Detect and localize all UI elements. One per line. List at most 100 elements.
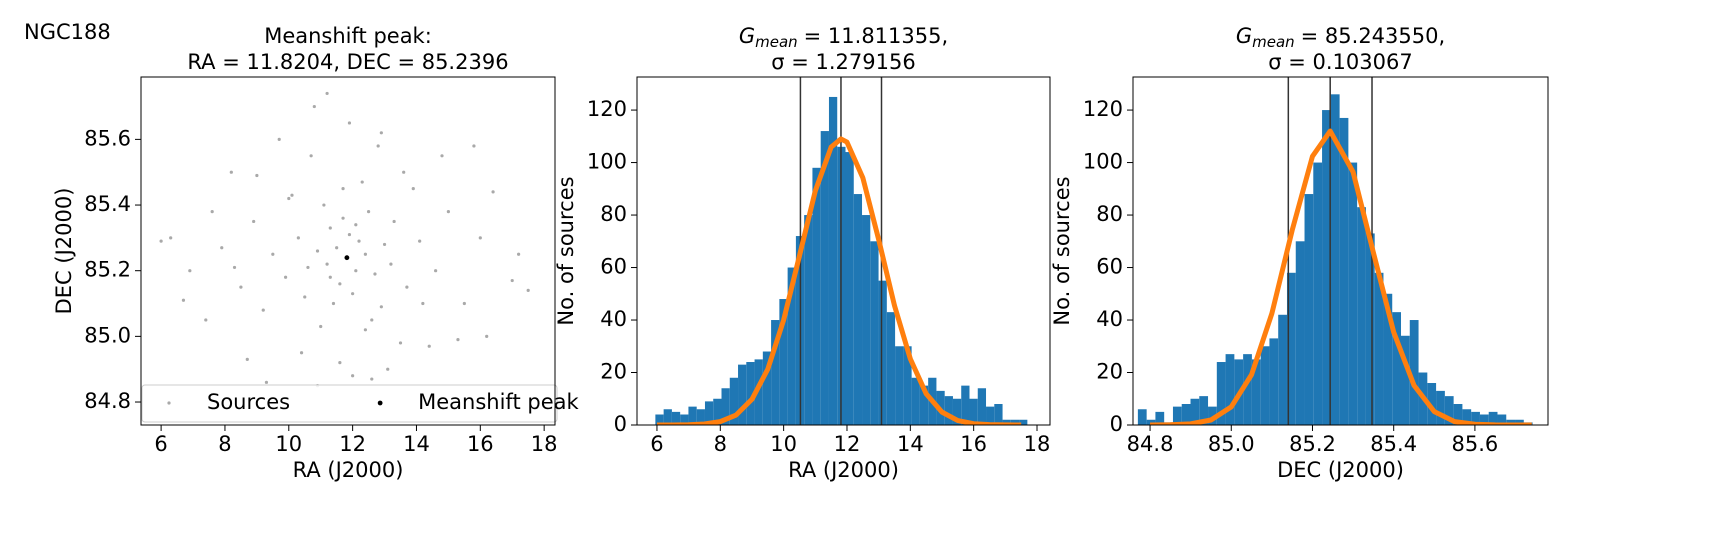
y-tick-label: 85.4 bbox=[84, 192, 131, 216]
scatter-point bbox=[351, 374, 355, 378]
scatter-point bbox=[354, 269, 358, 273]
chart-subtitle: σ = 0.103067 bbox=[1268, 50, 1412, 74]
histogram-bar bbox=[1348, 162, 1358, 425]
scatter-point bbox=[229, 170, 233, 174]
scatter-point bbox=[255, 173, 259, 178]
x-tick-label: 85.6 bbox=[1452, 432, 1499, 456]
scatter-point bbox=[283, 275, 288, 279]
histogram-bar bbox=[721, 388, 730, 425]
histogram-bar bbox=[1260, 346, 1270, 425]
histogram-bar bbox=[1155, 411, 1165, 425]
scatter-point bbox=[287, 196, 291, 201]
x-tick-label: 10 bbox=[275, 432, 302, 456]
histogram-bar bbox=[1295, 241, 1305, 425]
scatter-point bbox=[347, 121, 352, 125]
histogram-bar bbox=[944, 396, 953, 425]
y-tick-label: 0 bbox=[1110, 412, 1123, 436]
y-tick-label: 20 bbox=[1096, 360, 1123, 384]
y-axis-label: No. of sources bbox=[554, 176, 578, 325]
scatter-point bbox=[338, 282, 342, 286]
scatter-point bbox=[360, 180, 364, 184]
histogram-bar bbox=[1453, 404, 1463, 425]
histogram-bar bbox=[1146, 419, 1156, 425]
histogram-bar bbox=[1172, 406, 1182, 425]
legend-marker bbox=[167, 401, 171, 405]
x-tick-label: 10 bbox=[770, 432, 797, 456]
panel: Meanshift peak:RA = 11.8204, DEC = 85.23… bbox=[52, 24, 579, 482]
scatter-point bbox=[421, 301, 425, 306]
histogram-bar bbox=[828, 96, 838, 425]
histogram-bar bbox=[1019, 419, 1028, 425]
x-tick-label: 12 bbox=[834, 432, 861, 456]
histogram-bar bbox=[1392, 312, 1402, 425]
title-subscript: mean bbox=[1252, 33, 1295, 51]
scatter-point bbox=[510, 278, 514, 283]
histogram-bar bbox=[994, 404, 1003, 425]
scatter-point bbox=[252, 219, 256, 224]
histogram-bar bbox=[1357, 207, 1366, 425]
histogram-bar bbox=[762, 351, 772, 425]
scatter-point bbox=[169, 236, 173, 240]
scatter-point bbox=[296, 236, 300, 240]
histogram-bar bbox=[688, 406, 697, 425]
scatter-point bbox=[526, 288, 530, 292]
histogram-bar bbox=[1462, 409, 1472, 425]
scatter-point bbox=[363, 328, 367, 332]
histogram-bar bbox=[1506, 419, 1516, 425]
y-tick-label: 85.0 bbox=[84, 323, 131, 347]
histogram-bar bbox=[671, 411, 681, 425]
histogram-bar bbox=[1322, 110, 1331, 425]
title-value: = 11.811355, bbox=[804, 24, 949, 48]
panel: Gmean = 85.243550,σ = 0.103067 84.8 85.0 85.… bbox=[1050, 24, 1549, 482]
histogram-bar bbox=[1190, 398, 1200, 425]
y-tick-label: 20 bbox=[600, 360, 627, 384]
x-tick-label: 85.4 bbox=[1370, 432, 1417, 456]
histogram-bar bbox=[1313, 162, 1323, 425]
scatter-point bbox=[456, 338, 460, 342]
histogram-bar bbox=[804, 215, 813, 425]
x-tick-label: 85.0 bbox=[1208, 432, 1255, 456]
title-symbol: G bbox=[1236, 24, 1252, 48]
scatter-point bbox=[392, 219, 396, 224]
x-tick-label: 6 bbox=[650, 432, 663, 456]
scatter-point bbox=[271, 252, 275, 256]
scatter-point bbox=[434, 269, 438, 273]
histogram-bar bbox=[1243, 354, 1252, 425]
histogram-bar bbox=[1286, 272, 1296, 425]
histogram-bar bbox=[1225, 354, 1235, 425]
scatter-point bbox=[210, 210, 214, 214]
y-tick-label: 60 bbox=[1096, 255, 1123, 279]
histogram-bar bbox=[853, 194, 863, 425]
legend-box bbox=[141, 384, 558, 423]
scatter-point bbox=[220, 246, 224, 250]
histogram-bar bbox=[1330, 94, 1340, 425]
histogram-bar bbox=[663, 409, 672, 425]
histogram-bar bbox=[919, 385, 929, 425]
histogram-bar bbox=[911, 377, 920, 425]
histogram-bar bbox=[1010, 419, 1020, 425]
histogram-bar bbox=[1471, 411, 1480, 425]
histogram-bar bbox=[787, 267, 796, 425]
scatter-point bbox=[261, 308, 265, 312]
histogram-bar bbox=[820, 131, 829, 425]
histogram-bar bbox=[895, 346, 904, 425]
histogram-bar bbox=[986, 406, 995, 425]
histogram-bar bbox=[696, 409, 705, 425]
histogram-bar bbox=[704, 401, 714, 425]
x-axis-label: DEC (J2000) bbox=[1277, 458, 1404, 482]
chart-title: Meanshift peak: bbox=[264, 24, 432, 48]
scatter-point bbox=[370, 377, 374, 381]
scatter-point bbox=[335, 246, 339, 250]
histogram-bar bbox=[1444, 396, 1454, 425]
scatter-point bbox=[319, 324, 323, 329]
scatter-point bbox=[411, 187, 415, 191]
histogram-bar bbox=[1409, 320, 1419, 425]
x-tick-label: 16 bbox=[960, 432, 987, 456]
scatter-point bbox=[188, 269, 192, 273]
title-value: = 85.243550, bbox=[1301, 24, 1446, 48]
scatter-point bbox=[379, 305, 383, 309]
scatter-point bbox=[472, 144, 476, 148]
scatter-point bbox=[239, 285, 243, 289]
histogram-bar bbox=[1208, 406, 1217, 425]
scatter-point bbox=[517, 252, 521, 256]
